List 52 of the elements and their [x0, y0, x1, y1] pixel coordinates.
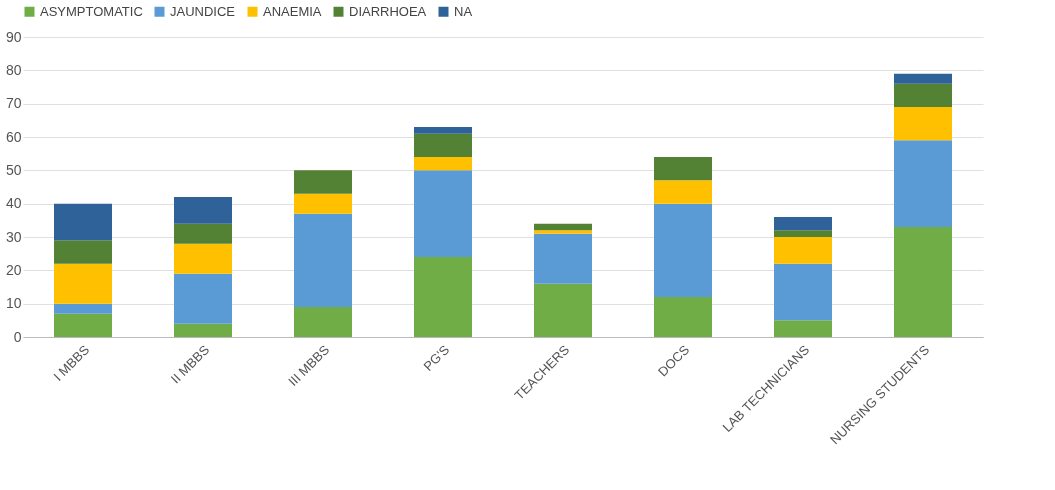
bar [174, 243, 232, 274]
y-tick-label: 70 [5, 95, 22, 112]
bar [894, 140, 952, 227]
y-tick-label: 90 [5, 28, 22, 45]
bar [534, 230, 592, 234]
bar [534, 223, 592, 231]
y-tick-label: 0 [13, 328, 22, 345]
bar [54, 240, 112, 264]
bar [534, 283, 592, 337]
bar [174, 323, 232, 337]
bar [54, 303, 112, 314]
bar [774, 230, 832, 237]
bar [54, 263, 112, 304]
bar [414, 157, 472, 171]
bar [774, 237, 832, 264]
bar [894, 83, 952, 107]
y-tick-label: 40 [5, 195, 22, 212]
bar [774, 217, 832, 231]
bar [54, 203, 112, 241]
bar [534, 233, 592, 284]
bar [414, 127, 472, 134]
y-tick-label: 30 [5, 228, 22, 245]
bar [414, 133, 472, 157]
bar [774, 320, 832, 337]
legend-label: DIARRHOEA [349, 3, 427, 19]
y-tick-label: 20 [5, 261, 22, 278]
bar [654, 297, 712, 337]
bar [294, 213, 352, 307]
bar [414, 170, 472, 257]
bar [174, 223, 232, 244]
bar [774, 263, 832, 321]
bar [654, 203, 712, 297]
bar [894, 227, 952, 337]
y-tick-label: 80 [5, 61, 22, 78]
legend-label: JAUNDICE [170, 3, 236, 19]
legend-label: ASYMPTOMATIC [40, 3, 143, 19]
bar [654, 180, 712, 204]
bar [654, 157, 712, 181]
bar [294, 170, 352, 194]
bar [54, 313, 112, 337]
bar [174, 273, 232, 324]
y-tick-label: 50 [5, 161, 22, 178]
bar [894, 73, 952, 84]
bar [294, 307, 352, 337]
bar [294, 193, 352, 214]
bar [414, 257, 472, 337]
y-tick-label: 10 [5, 295, 22, 312]
legend-label: NA [454, 3, 473, 19]
legend-label: ANAEMIA [263, 3, 322, 19]
bar [174, 197, 232, 224]
bar [894, 107, 952, 141]
y-tick-label: 60 [5, 128, 22, 145]
